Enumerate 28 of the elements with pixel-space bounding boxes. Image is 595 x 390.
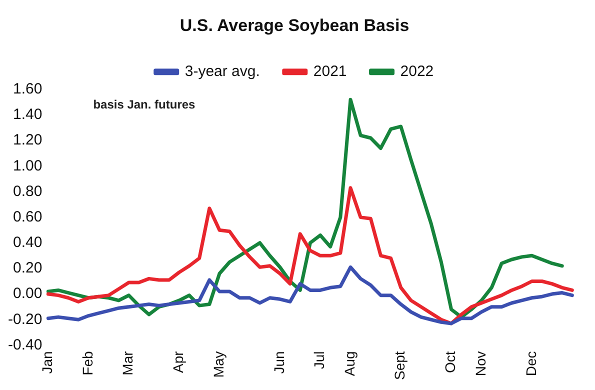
x-tick-label: Dec: [522, 351, 539, 376]
y-tick-label: 0.60: [12, 208, 42, 226]
y-tick-label: 0.80: [12, 182, 42, 200]
x-tick-label: Feb: [79, 350, 96, 376]
y-tick-label: 1.20: [12, 132, 42, 149]
y-tick-label: -0.20: [8, 310, 42, 328]
x-tick-label: Apr: [170, 350, 186, 373]
y-tick-label: 1.00: [12, 157, 42, 174]
legend-label: 3-year avg.: [184, 63, 260, 80]
x-tick-label: Oct: [442, 351, 458, 373]
y-tick-label: -0.40: [8, 336, 42, 354]
chart-title: U.S. Average Soybean Basis: [180, 16, 410, 35]
legend-label: 2021: [313, 63, 347, 80]
y-tick-label: 1.40: [12, 106, 42, 124]
x-tick-label: Mar: [120, 350, 136, 376]
y-tick-label: 0.20: [12, 260, 42, 277]
x-tick-label: May: [210, 351, 226, 378]
x-tick-label: Sept: [392, 351, 408, 380]
legend-label: 2022: [400, 63, 434, 80]
annotation: basis Jan. futures: [93, 98, 196, 112]
y-tick-label: 1.60: [12, 80, 42, 98]
y-tick-label: 0.40: [12, 234, 42, 252]
x-tick-label: Jan: [39, 351, 56, 374]
x-tick-label: Nov: [472, 351, 488, 376]
y-tick-label: 0.00: [12, 285, 42, 302]
x-tick-label: Aug: [341, 351, 358, 376]
x-tick-label: Jun: [270, 351, 287, 374]
x-tick-label: Jul: [311, 351, 328, 370]
